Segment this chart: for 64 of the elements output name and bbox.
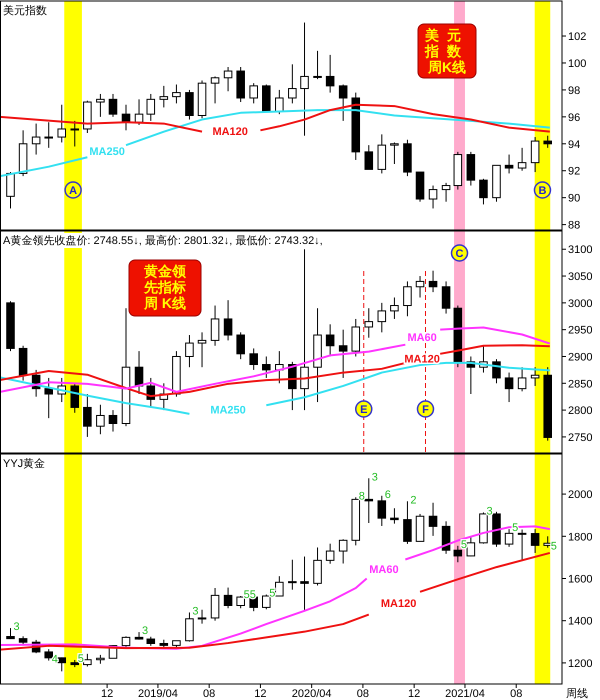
annotation: 指数: [424, 43, 469, 59]
y-tick-label: 1800: [568, 531, 592, 544]
y-tick-label: 3050: [568, 271, 592, 284]
y-tick-label: 2950: [568, 324, 592, 337]
series-label: MA250: [89, 146, 125, 158]
y-tick-label: 2750: [568, 432, 592, 444]
chart-title: A黄金领先收盘价: 2748.55↓, 最高价: 2801.32↓, 最低价: 2743.32↓,: [3, 234, 323, 247]
annotation: 黄金领: [143, 263, 187, 279]
y-tick-label: 98: [568, 84, 580, 97]
band-label: C: [456, 248, 464, 260]
annotation: 美元: [424, 27, 469, 43]
text: 周线: [566, 687, 588, 700]
annotation: 8: [358, 490, 365, 502]
x-tick-label: 08: [510, 688, 522, 700]
x-tick-label: 08: [203, 688, 216, 700]
annotation: 5: [460, 538, 467, 551]
y-tick-label: 2000: [568, 489, 592, 502]
x-tick-label: 08: [356, 688, 370, 700]
y-tick-label: 100: [568, 58, 586, 70]
series-label: MA60: [369, 564, 399, 576]
annotation: 周 K线: [143, 295, 186, 311]
annotation: 3: [486, 505, 493, 518]
y-tick-label: 2900: [568, 351, 592, 364]
annotation: 先指标: [143, 279, 186, 295]
y-tick-label: 1600: [568, 573, 592, 586]
annotation: 5: [269, 588, 276, 600]
y-tick-label: 3000: [568, 298, 592, 310]
y-tick-label: 88: [568, 220, 580, 232]
y-tick-label: 90: [568, 192, 580, 205]
series-label: MA120: [404, 353, 440, 366]
chart-title: YYJ黄金: [3, 457, 46, 470]
annotation: 3: [142, 625, 148, 638]
series-label: MA120: [380, 598, 416, 610]
y-tick-label: 1200: [568, 658, 592, 670]
x-tick-label: 12: [254, 688, 267, 700]
x-tick-label: 2020/04: [292, 688, 332, 700]
series-label: MA120: [212, 126, 248, 138]
y-tick-label: 96: [568, 112, 580, 124]
band-label: B: [538, 185, 546, 197]
ref-line-label: E: [360, 404, 368, 416]
annotation: 5: [550, 540, 557, 553]
y-tick-label: 92: [568, 166, 580, 178]
x-tick-label: 2021/04: [445, 688, 485, 700]
x-tick-label: 12: [100, 688, 114, 700]
annotation: 4: [52, 654, 58, 666]
band-label: A: [69, 185, 78, 197]
x-tick-label: 12: [408, 688, 420, 700]
series-label: MA60: [407, 332, 437, 344]
annotation: 3: [14, 621, 20, 634]
chart-title: 美元指数: [3, 4, 47, 17]
y-tick-label: 102: [568, 31, 586, 44]
y-tick-label: 3100: [568, 244, 592, 256]
annotation: 3: [192, 605, 199, 618]
y-tick-label: 1400: [568, 616, 592, 628]
annotation: 2: [410, 494, 417, 506]
y-tick-label: 94: [568, 138, 580, 151]
x-tick-label: 2019/04: [138, 688, 178, 700]
y-tick-label: 2850: [568, 378, 592, 390]
series-label: MA250: [210, 404, 246, 417]
ref-line-label: F: [422, 404, 430, 416]
annotation: 6: [384, 488, 391, 501]
y-tick-label: 2800: [568, 405, 592, 418]
annotation: 3: [372, 471, 378, 484]
annotation: 周K线: [426, 59, 466, 75]
